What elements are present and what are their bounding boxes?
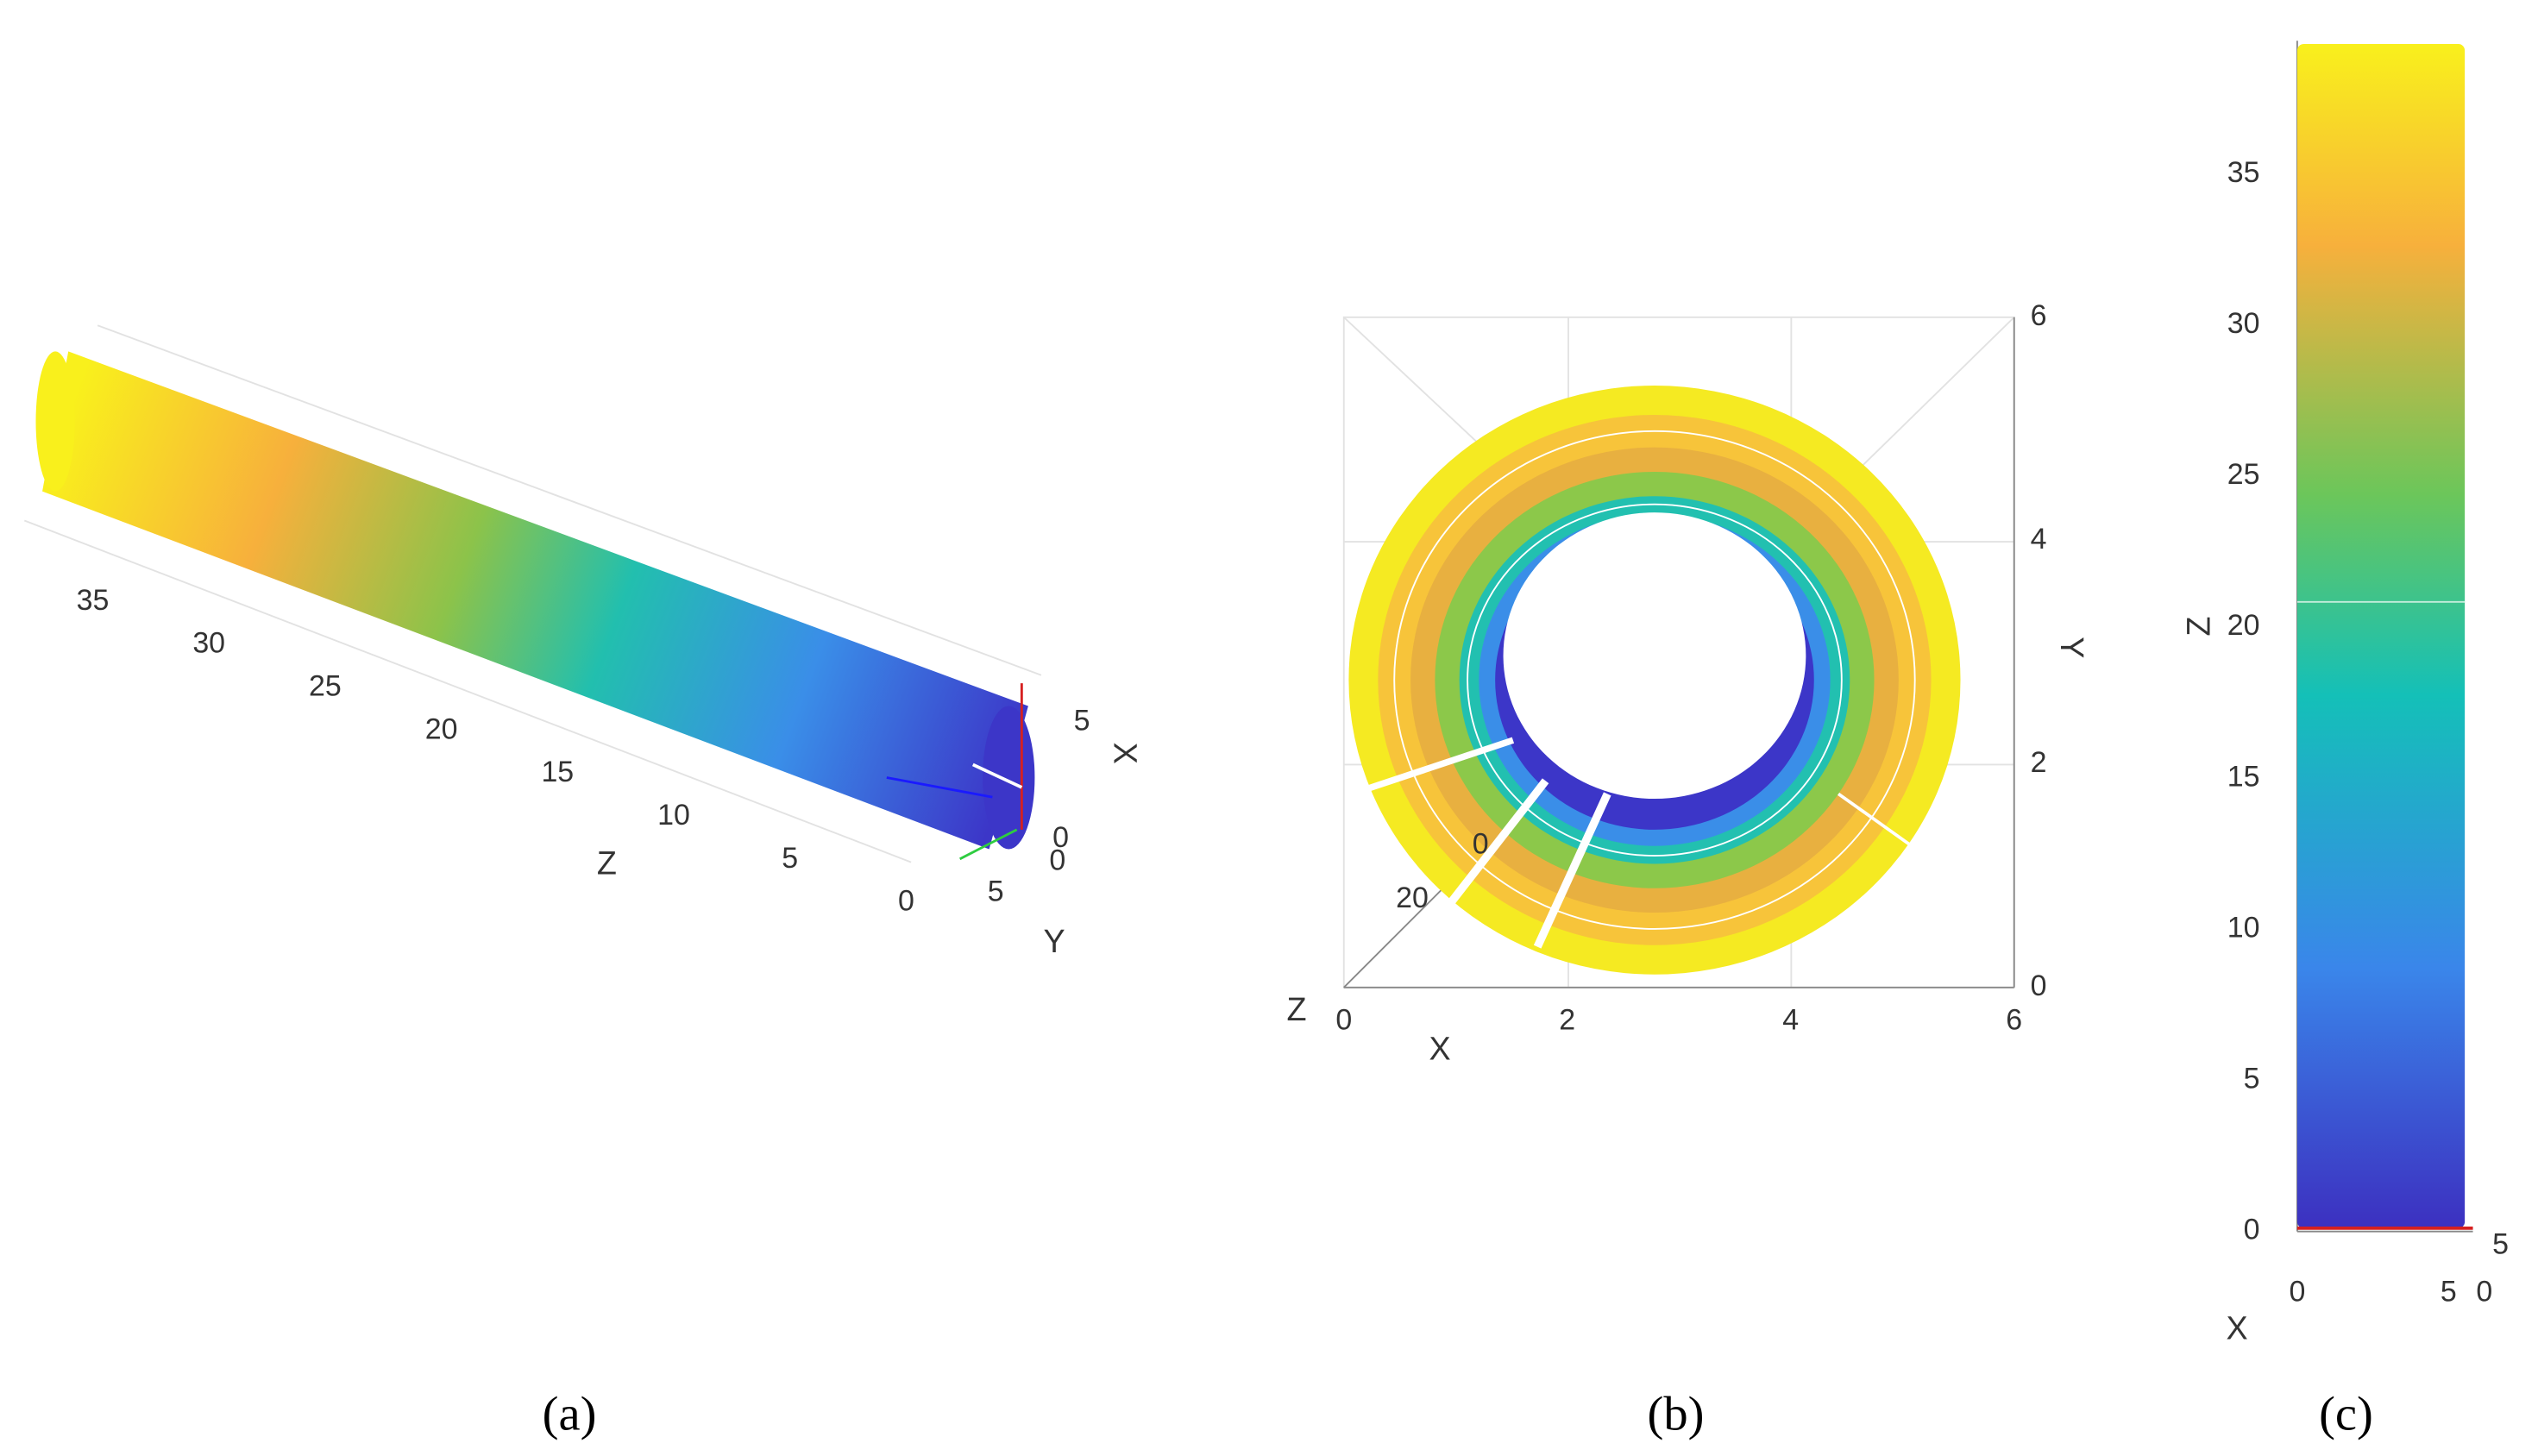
tick-label: 4 xyxy=(2031,523,2047,555)
hole xyxy=(1503,512,1806,800)
tick-label: 6 xyxy=(2031,299,2047,332)
tick-label: 5 xyxy=(988,875,1004,907)
gap xyxy=(1393,430,1916,930)
tick-label: 2 xyxy=(2031,746,2047,779)
tick-label: 5 xyxy=(2244,1063,2260,1095)
gap xyxy=(1467,503,1843,857)
axis-label: Y xyxy=(1043,923,1065,959)
tick-label: 10 xyxy=(657,799,690,832)
panel-b xyxy=(1342,316,2015,988)
tick-label: 15 xyxy=(2227,760,2260,793)
tick-label: 10 xyxy=(2227,911,2260,944)
tick-label: 0 xyxy=(898,885,914,918)
tick-label: 5 xyxy=(1074,704,1090,737)
caption: (b) xyxy=(1647,1388,1704,1441)
point-cloud xyxy=(42,351,1028,850)
tick-label: 0 xyxy=(1049,844,1065,877)
gap xyxy=(1428,778,1549,930)
tick-label: 35 xyxy=(77,584,110,617)
gap xyxy=(1837,792,1913,848)
tick-label: 0 xyxy=(2289,1275,2305,1308)
tick-label: 20 xyxy=(2227,609,2260,642)
caption: (a) xyxy=(543,1388,597,1441)
tick-label: 30 xyxy=(2227,307,2260,340)
tick-label: 20 xyxy=(425,712,458,745)
axis-label: Z xyxy=(2181,617,2217,637)
point-cloud xyxy=(2296,43,2466,1228)
tick-label: 0 xyxy=(2244,1214,2260,1246)
panel-c xyxy=(2296,41,2473,1233)
tick-label: 20 xyxy=(1396,882,1429,914)
caption: (c) xyxy=(2319,1388,2373,1441)
axis-indicator xyxy=(886,776,993,799)
tick-label: 5 xyxy=(2492,1228,2509,1261)
tick-label: 30 xyxy=(192,627,225,660)
gap xyxy=(971,763,1023,789)
point-cloud-end xyxy=(35,351,75,492)
tick-label: 0 xyxy=(2031,970,2047,1002)
axis-label: Z xyxy=(1287,991,1307,1027)
panel-a xyxy=(23,324,1042,863)
tick-label: 2 xyxy=(1559,1003,1575,1036)
tick-label: 15 xyxy=(541,756,574,788)
axis-label: Z xyxy=(597,844,617,881)
tick-label: 5 xyxy=(2441,1275,2457,1308)
tick-label: 0 xyxy=(2476,1275,2492,1308)
point-cloud-end xyxy=(983,706,1035,850)
tick-label: 0 xyxy=(1473,828,1489,861)
axis-label: X xyxy=(1107,743,1143,764)
tick-label: 6 xyxy=(2006,1003,2022,1036)
axis-indicator xyxy=(959,828,1018,861)
axis-line xyxy=(97,324,1042,676)
gap xyxy=(1365,737,1515,793)
tick-label: 4 xyxy=(1782,1003,1799,1036)
tick-label: 35 xyxy=(2227,156,2260,189)
tick-label: 5 xyxy=(782,842,798,875)
axis-line xyxy=(23,519,912,863)
tick-label: 0 xyxy=(1052,821,1069,854)
axis-label: X xyxy=(2227,1310,2248,1346)
tick-label: 0 xyxy=(1335,1003,1352,1036)
axis-label: Y xyxy=(2054,637,2090,658)
axis-label: X xyxy=(1429,1030,1450,1066)
tick-label: 25 xyxy=(2227,458,2260,491)
tick-label: 25 xyxy=(309,669,342,702)
gap xyxy=(1533,792,1611,949)
